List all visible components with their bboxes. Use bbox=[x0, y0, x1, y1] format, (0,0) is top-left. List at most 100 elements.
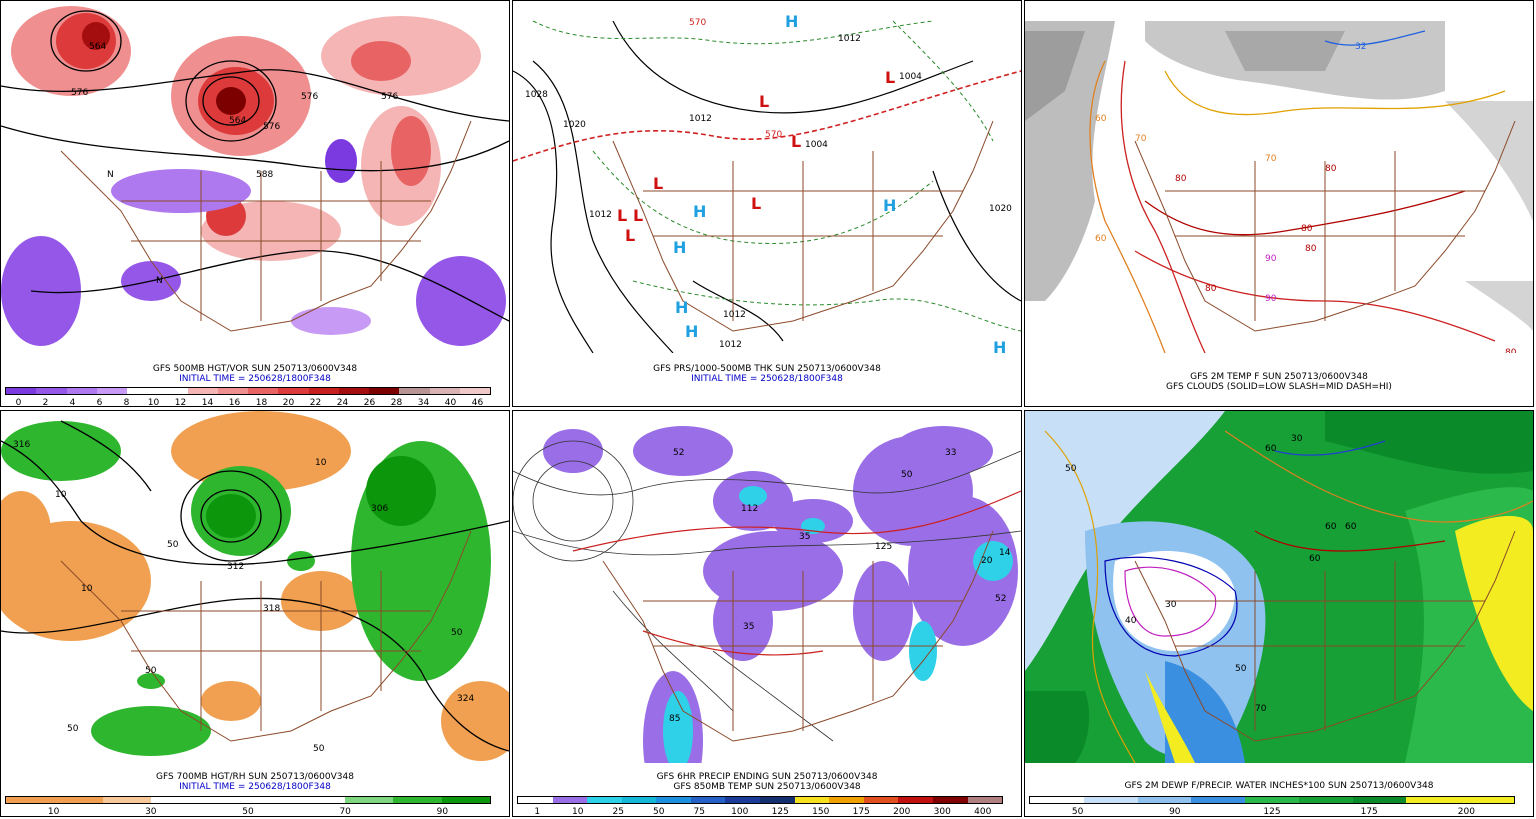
color-bar-tick: 50 bbox=[242, 807, 254, 817]
rh-label: 50 bbox=[313, 744, 325, 754]
color-bar bbox=[5, 796, 491, 804]
color-bar-ticks: 50 90 125 175 200 bbox=[1029, 807, 1515, 817]
rh-label: 10 bbox=[315, 458, 327, 468]
panel-6hr-precip[interactable]: 52 112 35 35 14 20 52 125 85 50 33 GFS 6… bbox=[512, 410, 1022, 817]
panel-500mb-hgt-vor[interactable]: 564 576 564 576 576 576 588 N N GFS 500M… bbox=[0, 0, 510, 407]
color-bar-tick: 200 bbox=[1457, 807, 1475, 817]
low-pressure-marker: L bbox=[653, 174, 663, 193]
color-bar-swatch bbox=[6, 797, 55, 803]
rh-label: 10 bbox=[55, 490, 67, 500]
isobar-label: 1028 bbox=[525, 90, 548, 100]
isobar-label: 1012 bbox=[723, 310, 746, 320]
color-bar-swatch bbox=[217, 388, 248, 394]
isobar-label: 1020 bbox=[563, 120, 586, 130]
panel-pressure-thickness[interactable]: 1028 1020 1012 1012 1004 1004 1020 1012 … bbox=[512, 0, 1022, 407]
color-bar-tick: 28 bbox=[390, 398, 403, 407]
precip-label: 33 bbox=[945, 448, 956, 458]
color-bar-swatch bbox=[102, 797, 152, 803]
color-bar bbox=[1029, 796, 1515, 804]
height-label: 318 bbox=[263, 604, 280, 614]
rh-label: 10 bbox=[81, 584, 93, 594]
dewpoint-label: 70 bbox=[1255, 704, 1267, 714]
color-bar-swatch bbox=[1298, 797, 1353, 803]
color-bar bbox=[5, 387, 491, 395]
rh-shading bbox=[1, 411, 509, 761]
color-bar-swatch bbox=[587, 797, 622, 803]
color-bar-swatch bbox=[399, 388, 430, 394]
rh-label: 50 bbox=[67, 724, 79, 734]
thickness-label: 570 bbox=[689, 18, 706, 28]
panel-dewpoint-pwat[interactable]: 50 60 60 30 40 50 70 60 30 60 GFS 2M DEW… bbox=[1024, 410, 1534, 817]
color-bar-tick: 10 bbox=[572, 807, 584, 817]
low-centers: L L L L L L L L bbox=[617, 68, 895, 245]
color-bar bbox=[517, 796, 1003, 804]
color-bar-tick: 14 bbox=[201, 398, 214, 407]
color-bar-swatch bbox=[429, 388, 460, 394]
color-bar-swatch bbox=[459, 388, 490, 394]
color-bar-swatch bbox=[157, 388, 188, 394]
color-bar-swatch bbox=[54, 797, 103, 803]
dewpoint-label: 60 bbox=[1325, 522, 1337, 532]
color-bar-swatch bbox=[6, 388, 37, 394]
color-bar-tick: 18 bbox=[255, 398, 268, 407]
color-bar-tick: 1 bbox=[534, 807, 541, 817]
color-bar-tick: 125 bbox=[1263, 807, 1281, 817]
color-bar-swatch bbox=[829, 797, 864, 803]
color-bar-tick: 40 bbox=[444, 398, 457, 407]
cloud-legend: GFS CLOUDS (SOLID=LOW SLASH=MID DASH=HI) bbox=[1166, 382, 1392, 392]
color-bar-swatch bbox=[863, 797, 899, 803]
color-bar-swatch bbox=[1406, 797, 1461, 803]
panel-title: GFS PRS/1000-500MB THK SUN 250713/0600V3… bbox=[653, 364, 881, 374]
high-pressure-marker: H bbox=[883, 196, 896, 215]
isobar-label: 1004 bbox=[899, 72, 922, 82]
temp-label: 70 bbox=[1135, 134, 1147, 144]
panel-2m-temp-clouds[interactable]: 60 70 80 90 80 70 60 80 90 80 80 32 80 G… bbox=[1024, 0, 1534, 407]
temp-label: 80 bbox=[1325, 164, 1337, 174]
initial-time: INITIAL TIME = 250628/1800F348 bbox=[179, 374, 331, 384]
panel-700mb-hgt-rh[interactable]: 10 10 50 50 50 50 50 312 306 318 324 316… bbox=[0, 410, 510, 817]
vort-marker: N bbox=[107, 170, 114, 180]
temp-label: 32 bbox=[1355, 42, 1366, 52]
contour-label: 564 bbox=[229, 116, 246, 126]
color-bar-tick: 24 bbox=[336, 398, 349, 407]
color-bar-ticks: 10 30 50 70 90 bbox=[5, 807, 491, 817]
geo-boundaries bbox=[60, 530, 472, 742]
color-bar-swatch bbox=[760, 797, 795, 803]
geo-boundaries bbox=[60, 120, 472, 332]
dewpoint-label: 60 bbox=[1309, 554, 1321, 564]
color-bar-tick: 125 bbox=[771, 807, 789, 817]
color-bar-swatch bbox=[1083, 797, 1138, 803]
color-bar-swatch bbox=[278, 388, 309, 394]
color-bar-swatch bbox=[187, 388, 218, 394]
color-bar-tick: 34 bbox=[417, 398, 430, 407]
color-bar-swatch bbox=[393, 797, 442, 803]
dewpoint-label: 40 bbox=[1125, 616, 1137, 626]
color-bar-swatch bbox=[308, 388, 339, 394]
color-bar-tick: 50 bbox=[1071, 807, 1084, 817]
color-bar-swatch bbox=[656, 797, 691, 803]
color-bar-swatch bbox=[690, 797, 726, 803]
color-bar-tick: 400 bbox=[974, 807, 992, 817]
low-pressure-marker: L bbox=[625, 226, 635, 245]
precip-label: 35 bbox=[799, 532, 810, 542]
color-bar-tick: 150 bbox=[812, 807, 830, 817]
precip-label: 112 bbox=[741, 504, 758, 514]
color-bar-tick: 90 bbox=[1169, 807, 1181, 817]
geo-boundaries bbox=[612, 120, 994, 332]
precip-label: 52 bbox=[995, 594, 1006, 604]
geo-boundaries bbox=[1134, 120, 1516, 332]
color-bar-swatch bbox=[725, 797, 761, 803]
low-pressure-marker: L bbox=[633, 206, 643, 225]
color-bar-swatch bbox=[344, 797, 394, 803]
panel-title: GFS 6HR PRECIP ENDING SUN 250713/0600V34… bbox=[656, 772, 878, 782]
thickness-570 bbox=[513, 70, 1021, 162]
high-pressure-marker: H bbox=[785, 12, 798, 31]
color-bar-tick: 6 bbox=[96, 398, 103, 407]
panel-subtitle: GFS 850MB TEMP SUN 250713/0600V348 bbox=[673, 782, 861, 792]
color-bar-tick: 90 bbox=[436, 807, 449, 817]
low-pressure-marker: L bbox=[791, 132, 801, 151]
initial-time: INITIAL TIME = 250628/1800F348 bbox=[179, 782, 331, 792]
precip-label: 50 bbox=[901, 470, 913, 480]
precip-label: 85 bbox=[669, 714, 680, 724]
contour-label: 576 bbox=[263, 122, 280, 132]
